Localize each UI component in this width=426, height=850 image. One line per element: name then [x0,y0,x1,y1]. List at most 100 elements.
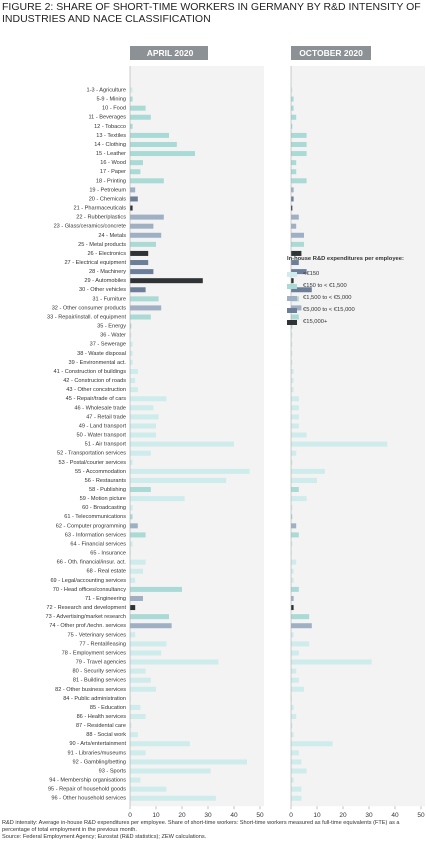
bar [291,123,293,129]
category-label: 26 - Electronics [87,251,126,257]
bar [130,704,141,710]
category-label: 62 - Computer programming [56,523,126,529]
bar [130,141,177,147]
bar [291,114,297,120]
bar [291,632,294,638]
category-label: 31 - Furniture [92,296,126,302]
bar [291,141,307,147]
category-label: 88 - Social work [86,732,126,738]
bar [291,686,304,692]
bar [291,650,299,656]
bar [291,178,307,184]
x-tick-label: 50 [417,812,425,819]
panel-title: OCTOBER 2020 [299,48,363,58]
bar [130,287,146,293]
category-label: 46 - Wholesale trade [74,405,126,411]
bar [130,223,154,229]
bar [130,114,151,120]
bar [291,368,294,374]
bar [130,314,151,320]
legend-swatch [287,307,297,313]
category-label: 17 - Paper [100,169,126,175]
bar [291,695,292,701]
category-label: 82 - Other business services [55,687,126,693]
category-label: 74 - Other prof./techn. services [49,623,126,629]
bar [130,187,136,193]
x-tick-label: 30 [204,812,212,819]
bar [291,559,297,565]
bar [130,160,143,166]
bar [130,378,136,384]
bar [130,496,185,502]
bar [291,260,299,266]
bar [291,459,293,465]
bar [130,532,146,538]
category-label: 38 - Waste disposal [77,351,126,357]
category-label: 64 - Financial services [70,541,126,547]
bar [291,96,294,102]
category-label: 68 - Real estate [87,569,127,575]
x-tick-label: 20 [178,812,186,819]
category-label: 59 - Motion picture [80,496,126,502]
legend-item: €150 to < €1,500 [287,280,417,292]
x-tick-label: 40 [230,812,238,819]
bar [291,505,293,511]
bar [130,477,227,483]
category-label: 69 - Legal/accounting services [50,578,126,584]
bar [291,468,325,474]
bar [130,450,151,456]
bar [291,568,294,574]
bar [130,777,141,783]
bar [130,151,195,157]
bar [291,269,307,275]
legend-label: €150 to < €1,500 [303,283,347,289]
bar [130,523,138,529]
bar [291,641,310,647]
bar [130,196,138,202]
category-label: 18 - Printing [96,178,126,184]
legend-swatch [287,271,297,277]
bar [291,169,297,175]
bar [291,405,299,411]
category-label: 22 - Rubber/plastics [76,215,126,221]
bar [130,577,136,583]
legend-item: <€150 [287,268,417,280]
bar [130,332,132,338]
bar [130,205,133,211]
bar [130,123,133,129]
bar [130,278,203,284]
category-label: 13 - Textiles [96,133,126,139]
bar [291,768,307,774]
category-label: 84 - Public administration [63,696,126,702]
category-label: 5-9 - Mining [96,97,126,103]
panel-background [291,66,425,807]
bar [291,523,297,529]
bar [130,350,133,356]
bar [130,105,146,111]
legend: In-house R&D expenditures per employee: … [287,256,417,328]
category-label: 10 - Food [102,106,126,112]
category-label: 11 - Beverages [88,115,126,121]
category-label: 45 - Repair/trade of cars [66,396,127,402]
bar [130,232,162,238]
category-label: 94 - Membership organisations [49,778,126,784]
bar [291,341,293,347]
category-label: 51 - Air transport [85,442,127,448]
bar [130,132,169,138]
bar [130,768,211,774]
panel-title: APRIL 2020 [147,48,194,58]
bar [291,196,294,202]
bar [291,541,293,547]
bar [130,559,146,565]
category-label: 77 - Rental/leasing [79,641,126,647]
bar [130,595,143,601]
bar [130,260,149,266]
category-label: 80 - Security services [73,669,127,675]
bar [130,96,133,102]
bar [291,750,299,756]
bar [130,396,167,402]
bar [130,750,146,756]
category-label: 52 - Transportation services [57,451,126,457]
bar [291,205,293,211]
category-label: 36 - Water [100,333,126,339]
